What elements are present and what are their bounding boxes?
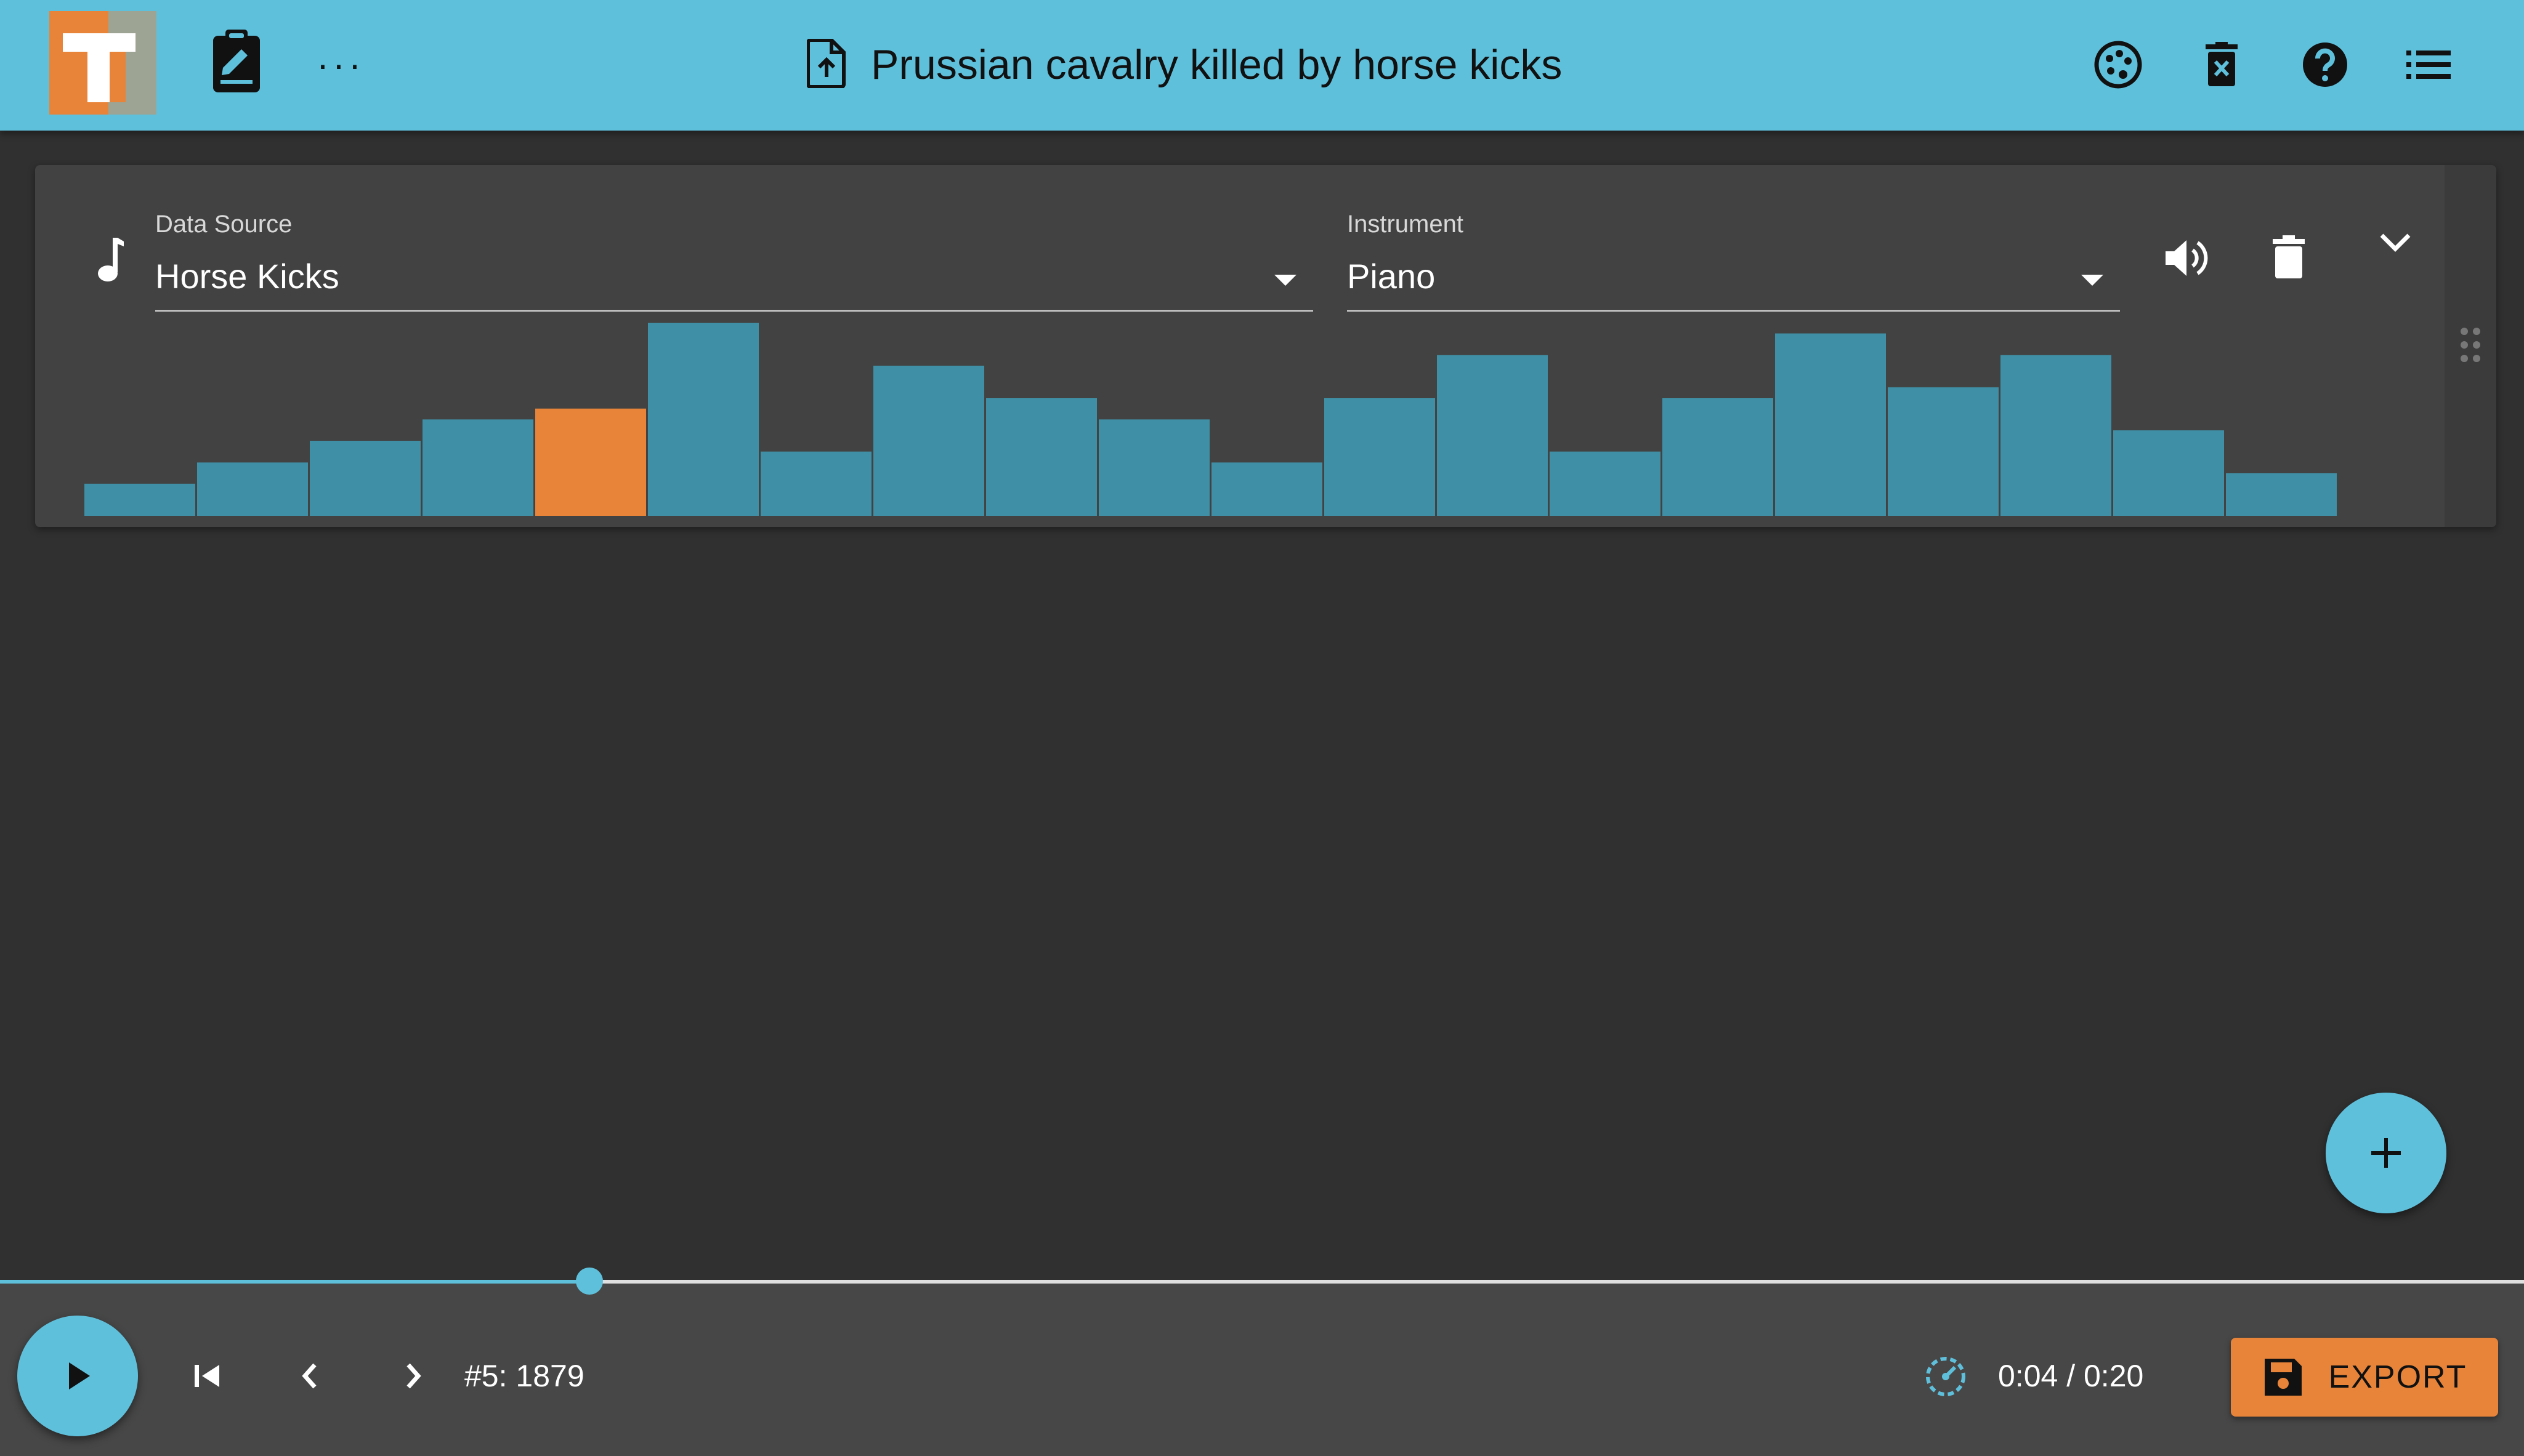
playback-bar (0, 1284, 2524, 1456)
bar-1892[interactable] (2000, 355, 2111, 516)
play-icon (69, 1362, 90, 1389)
file-upload-icon[interactable] (806, 38, 846, 91)
bar-1887[interactable] (1437, 355, 1548, 516)
timeline-track[interactable] (0, 1280, 2524, 1284)
document-title: Prussian cavalry killed by horse kicks (806, 31, 1563, 99)
chevron-left-icon (302, 1363, 317, 1389)
list-icon[interactable] (2401, 37, 2456, 92)
bar-1875[interactable] (84, 483, 195, 516)
bar-1883[interactable] (986, 398, 1097, 516)
clipboard-edit-icon[interactable] (203, 25, 270, 99)
bar-1890[interactable] (1775, 333, 1886, 516)
trash-icon[interactable] (2271, 235, 2306, 283)
instrument-value: Piano (1347, 257, 1436, 296)
drag-handle-icon[interactable] (2459, 326, 2482, 366)
plus-icon (2371, 1138, 2401, 1168)
logo[interactable] (49, 11, 156, 115)
help-icon[interactable] (2297, 37, 2353, 92)
add-track-button[interactable] (2326, 1093, 2446, 1213)
chevron-down-icon[interactable] (2378, 230, 2413, 258)
skip-to-start-button[interactable] (182, 1351, 232, 1401)
bar-1893[interactable] (2113, 430, 2224, 516)
bar-1885[interactable] (1211, 462, 1322, 516)
bar-1881[interactable] (761, 451, 872, 516)
previous-button[interactable] (285, 1351, 334, 1401)
bar-1894[interactable] (2226, 473, 2337, 516)
bar-1878[interactable] (423, 419, 533, 516)
bar-1891[interactable] (1888, 387, 1999, 516)
timeline-thumb[interactable] (576, 1268, 603, 1295)
chevron-right-icon (407, 1363, 421, 1389)
next-button[interactable] (389, 1351, 438, 1401)
bar-1882[interactable] (873, 365, 984, 516)
bar-1876[interactable] (197, 462, 308, 516)
instrument-label: Instrument (1347, 211, 1463, 238)
instrument-underline (1347, 310, 2120, 312)
bar-1877[interactable] (310, 440, 421, 516)
volume-icon[interactable] (2163, 237, 2210, 283)
data-source-label: Data Source (155, 211, 293, 238)
drag-handle-strip[interactable] (2445, 165, 2496, 527)
palette-icon[interactable] (2090, 37, 2146, 92)
timeline-progress (0, 1280, 589, 1284)
bar-1880[interactable] (648, 323, 759, 516)
page-title: Prussian cavalry killed by horse kicks (871, 41, 1563, 88)
save-icon (2264, 1359, 2302, 1396)
speed-icon[interactable] (1924, 1355, 1967, 1401)
caret-down-icon[interactable] (1274, 275, 1296, 286)
time-label: 0:04 / 0:20 (1998, 1359, 2144, 1393)
position-label: #5: 1879 (464, 1359, 584, 1393)
bar-1889[interactable] (1662, 398, 1773, 516)
more-icon[interactable]: ··· (317, 44, 365, 85)
data-chart[interactable] (84, 310, 2376, 520)
data-source-underline (155, 310, 1313, 312)
bar-1879[interactable] (535, 408, 646, 516)
bar-1886[interactable] (1324, 398, 1435, 516)
data-source-value: Horse Kicks (155, 257, 339, 296)
export-label: EXPORT (2328, 1359, 2467, 1395)
skip-start-icon (195, 1365, 219, 1387)
track-card: Data Source Horse Kicks Instrument Piano (35, 165, 2496, 527)
caret-down-icon[interactable] (2081, 275, 2103, 286)
delete-all-icon[interactable] (2194, 37, 2249, 92)
export-button[interactable]: EXPORT (2231, 1338, 2498, 1417)
play-button[interactable] (17, 1316, 138, 1436)
bar-1888[interactable] (1550, 451, 1660, 516)
app-header: ··· Prussian cavalry killed by horse kic… (0, 0, 2524, 131)
music-note-icon (94, 238, 125, 286)
bar-1884[interactable] (1099, 419, 1210, 516)
